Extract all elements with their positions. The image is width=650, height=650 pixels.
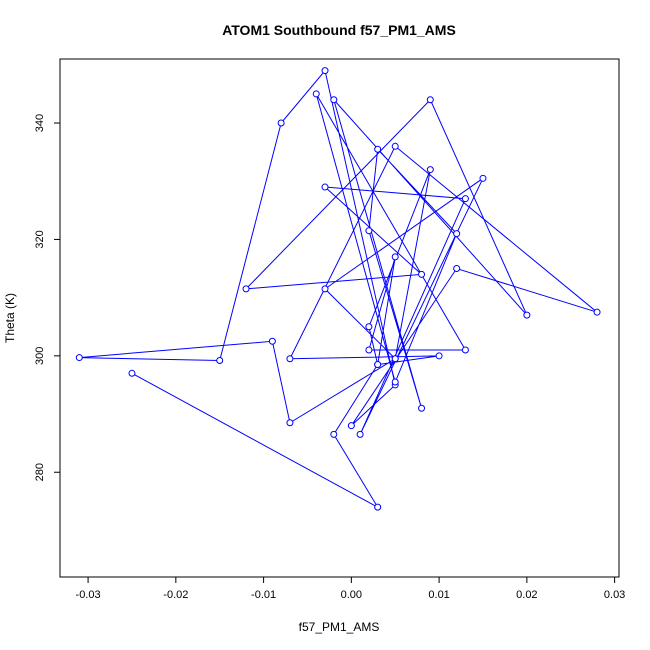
y-axis: 280 300 320 340 (34, 114, 61, 481)
chart-title: ATOM1 Southbound f57_PM1_AMS (222, 22, 456, 38)
data-point (391, 355, 399, 363)
data-point (242, 285, 250, 293)
data-point (75, 354, 83, 362)
data-point (347, 422, 355, 430)
data-point (391, 142, 399, 150)
y-tick-label: 320 (34, 230, 46, 248)
y-tick-label: 340 (34, 114, 46, 132)
data-point (216, 356, 224, 364)
data-point (312, 90, 320, 98)
series-points (75, 67, 601, 511)
data-point (453, 230, 461, 238)
data-point (426, 96, 434, 104)
data-point (286, 355, 294, 363)
data-point (374, 361, 382, 369)
x-tick-label: -0.03 (76, 589, 101, 601)
data-point (426, 166, 434, 174)
data-point (523, 311, 531, 319)
data-point (321, 183, 329, 191)
data-point (277, 119, 285, 127)
data-point (391, 253, 399, 261)
data-point (391, 378, 399, 386)
data-point (365, 346, 373, 354)
data-point (356, 430, 364, 438)
data-point (321, 285, 329, 293)
data-point (593, 308, 601, 316)
data-point (461, 346, 469, 354)
data-point (330, 96, 338, 104)
x-tick-label: 0.01 (428, 589, 449, 601)
data-point (418, 270, 426, 278)
x-tick-label: -0.01 (251, 589, 276, 601)
x-tick-label: 0.03 (604, 589, 625, 601)
data-point (286, 419, 294, 427)
x-tick-label: 0.02 (516, 589, 537, 601)
data-point (268, 337, 276, 345)
data-point (365, 323, 373, 331)
data-point (128, 369, 136, 377)
data-point (330, 430, 338, 438)
data-point (374, 145, 382, 153)
y-axis-label: Theta (K) (3, 293, 17, 343)
x-tick-label: 0.00 (341, 589, 362, 601)
x-tick-label: -0.02 (163, 589, 188, 601)
data-point (365, 227, 373, 235)
data-point (374, 503, 382, 511)
data-point (321, 67, 329, 75)
data-point (418, 404, 426, 412)
data-point (461, 195, 469, 203)
x-axis: -0.03 -0.02 -0.01 0.00 0.01 0.02 0.03 (76, 576, 625, 601)
x-axis-label: f57_PM1_AMS (299, 620, 380, 634)
data-point (479, 174, 487, 182)
y-tick-label: 280 (34, 463, 46, 481)
y-tick-label: 300 (34, 347, 46, 365)
data-point (435, 352, 443, 360)
data-point (453, 265, 461, 273)
